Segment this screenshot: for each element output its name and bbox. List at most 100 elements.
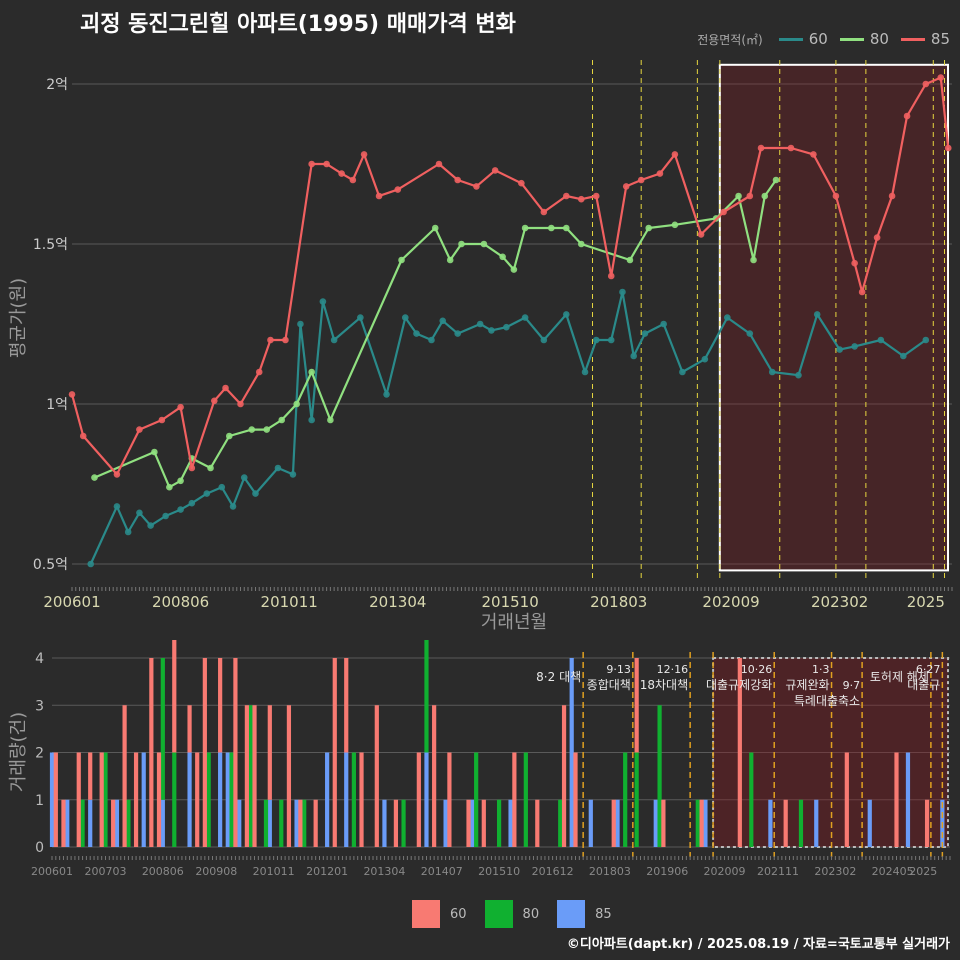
volume-bar-60 (76, 752, 81, 847)
series-point-60 (218, 483, 226, 491)
volume-bar-60 (359, 752, 364, 847)
series-point-60 (229, 503, 237, 510)
legend-title: 전용면적(㎡) (697, 32, 763, 47)
series-point-80 (735, 192, 742, 200)
series-point-85 (787, 144, 795, 152)
volume-bar-85 (49, 752, 55, 847)
series-point-80 (772, 176, 780, 184)
series-point-85 (937, 74, 945, 81)
volume-bar-60 (481, 799, 486, 847)
volume-x-tick-label: 201803 (589, 865, 631, 878)
series-point-85 (622, 183, 630, 190)
series-point-80 (248, 426, 256, 433)
volume-bar-60 (573, 752, 578, 847)
series-point-85 (349, 176, 357, 184)
policy-annotation: 종합대책 (587, 677, 631, 692)
volume-bar-80 (695, 799, 700, 847)
volume-bar-80 (523, 752, 528, 847)
x-tick-label: 201803 (590, 593, 647, 611)
series-point-60 (308, 416, 315, 424)
series-point-85 (473, 183, 480, 190)
volume-y-tick-label: 0 (35, 840, 44, 856)
series-point-85 (810, 151, 817, 158)
x-tick-label: 200601 (43, 593, 100, 611)
series-point-60 (746, 330, 754, 337)
volume-x-tick-label: 202111 (757, 865, 799, 878)
volume-bar-85 (814, 799, 819, 847)
volume-x-tick-label: 202405 (872, 865, 914, 878)
series-point-60 (87, 560, 95, 568)
volume-bar-60 (156, 752, 162, 847)
volume-bar-60 (122, 705, 127, 847)
series-point-85 (222, 384, 229, 392)
volume-bar-60 (332, 658, 337, 847)
series-point-60 (607, 336, 615, 344)
volume-bar-85 (424, 752, 429, 847)
volume-x-tick-label: 201407 (421, 865, 463, 878)
volume-legend-swatch-80 (484, 900, 513, 928)
series-point-85 (338, 170, 345, 177)
volume-bar-60 (344, 658, 349, 753)
series-point-60 (592, 336, 600, 344)
series-point-85 (136, 426, 143, 433)
volume-bar-80 (229, 752, 234, 847)
legend-item-80: 80 (839, 30, 889, 48)
volume-bar-60 (374, 705, 379, 847)
volume-bar-60 (267, 705, 272, 800)
volume-bar-80 (206, 752, 211, 847)
volume-bar-80 (496, 799, 502, 847)
series-point-85 (308, 160, 315, 168)
series-point-80 (278, 416, 286, 424)
series-point-60 (562, 311, 570, 318)
legend-label-85: 85 (930, 30, 950, 48)
legend-swatch-85 (900, 37, 925, 41)
volume-y-tick-label: 2 (35, 746, 44, 762)
volume-bar-60 (218, 658, 223, 753)
volume-x-tick-label: 2025 (909, 865, 937, 878)
series-point-80 (480, 240, 488, 248)
policy-annotation: 8·2 대책 (536, 669, 581, 684)
policy-annotation: 대출규제강화 (706, 678, 772, 692)
series-point-85 (697, 231, 705, 238)
series-point-60 (252, 490, 259, 497)
series-point-85 (237, 400, 244, 408)
series-point-85 (375, 192, 383, 200)
series-point-85 (832, 192, 840, 200)
volume-bar-80 (634, 752, 639, 847)
series-point-85 (888, 192, 896, 200)
volume-legend: 60 80 85 (412, 900, 612, 928)
series-point-80 (225, 432, 233, 440)
series-point-80 (761, 192, 769, 200)
series-point-80 (510, 266, 518, 273)
series-point-85 (720, 208, 727, 216)
volume-bar-85 (443, 799, 448, 847)
series-point-80 (577, 240, 585, 248)
volume-bar-85 (325, 752, 330, 847)
series-point-80 (91, 474, 98, 481)
volume-bar-80 (263, 799, 269, 847)
volume-bar-60 (661, 799, 666, 847)
volume-bar-80 (279, 799, 284, 847)
series-point-85 (454, 176, 462, 184)
series-point-80 (626, 256, 634, 264)
volume-legend-label-60: 60 (450, 906, 467, 922)
volume-bar-85 (237, 799, 242, 847)
volume-bar-80 (558, 799, 563, 847)
volume-bar-60 (393, 799, 399, 847)
volume-x-tick-label: 202009 (704, 865, 746, 878)
series-point-85 (858, 288, 866, 296)
volume-x-tick-label: 200601 (31, 865, 73, 878)
series-point-85 (607, 272, 615, 280)
series-point-60 (274, 464, 282, 472)
volume-bar-85 (569, 658, 574, 847)
volume-y-tick-label: 3 (35, 698, 44, 714)
series-point-85 (577, 195, 585, 203)
series-point-60 (619, 288, 626, 296)
series-point-80 (671, 221, 679, 229)
volume-bar-60 (111, 799, 116, 847)
series-point-85 (323, 160, 330, 168)
series-point-80 (446, 256, 454, 264)
volume-bar-60 (737, 658, 742, 847)
area-legend: 전용면적(㎡) 60 80 85 (697, 30, 950, 48)
volume-bar-80 (248, 705, 253, 847)
